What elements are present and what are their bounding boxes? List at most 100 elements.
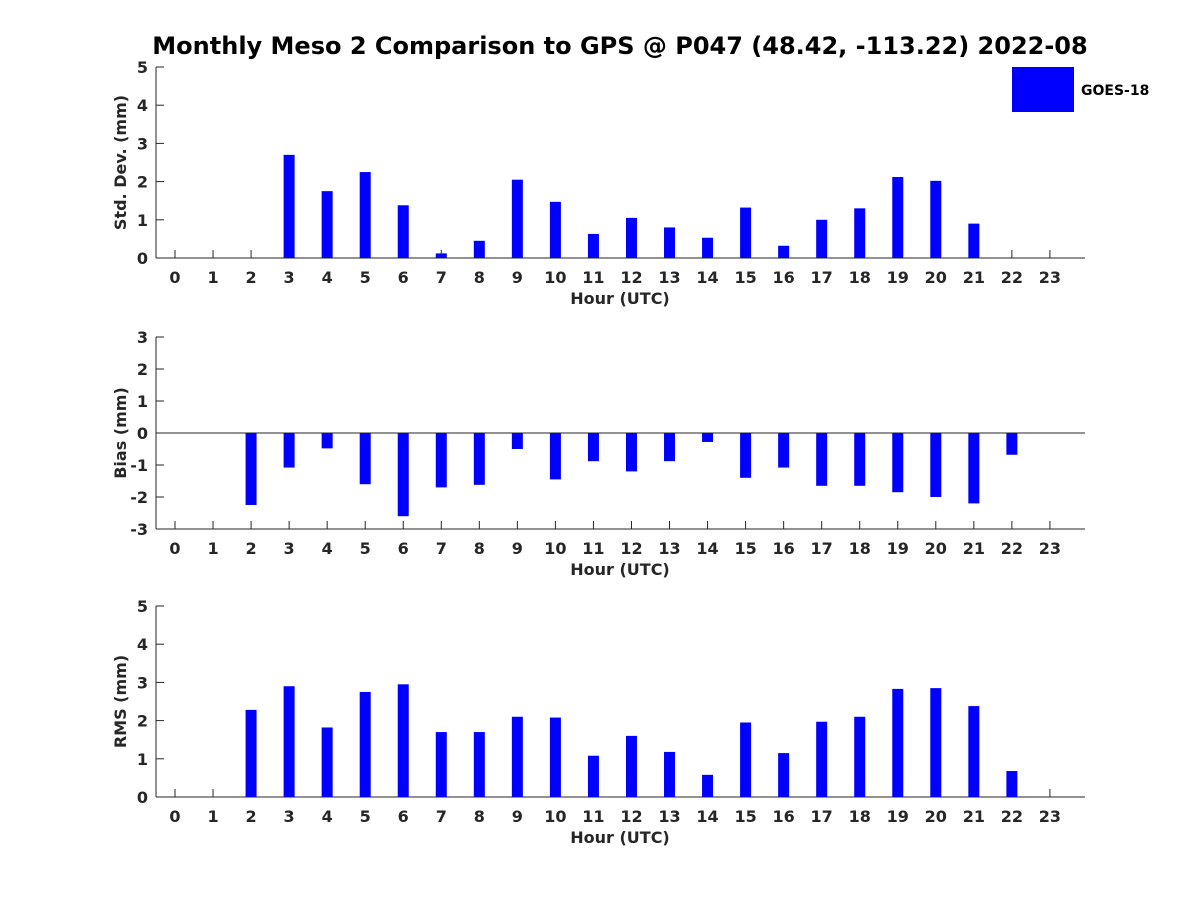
x-tick-label: 15: [734, 539, 756, 558]
bar-hour-3: [283, 154, 295, 258]
bar-hour-8: [473, 732, 485, 797]
x-tick-label: 23: [1039, 268, 1061, 287]
y-axis-label: Std. Dev. (mm): [111, 95, 130, 230]
bar-hour-14: [702, 237, 714, 258]
x-tick-label: 19: [887, 807, 909, 826]
bar-hour-17: [816, 721, 828, 797]
x-tick-label: 17: [811, 268, 833, 287]
bar-hour-10: [549, 433, 561, 480]
bar-hour-12: [625, 735, 637, 797]
x-tick-label: 0: [169, 539, 180, 558]
bar-hour-15: [740, 722, 752, 797]
bar-hour-5: [359, 691, 371, 797]
x-tick-label: 7: [436, 268, 447, 287]
x-tick-label: 18: [849, 268, 871, 287]
bar-hour-3: [283, 433, 295, 468]
bar-hour-12: [625, 433, 637, 472]
bar-hour-22: [1006, 433, 1018, 455]
y-tick-label: 0: [137, 788, 148, 807]
bar-hour-12: [625, 217, 637, 258]
x-axis-label: Hour (UTC): [570, 289, 670, 308]
bar-hour-21: [968, 223, 980, 258]
bar-hour-15: [740, 207, 752, 258]
x-tick-label: 0: [169, 268, 180, 287]
legend: GOES-18: [1012, 67, 1149, 112]
x-tick-label: 18: [849, 807, 871, 826]
x-tick-label: 21: [963, 807, 985, 826]
bar-hour-16: [778, 245, 790, 258]
x-tick-label: 19: [887, 539, 909, 558]
bar-hour-8: [473, 433, 485, 485]
bar-hour-16: [778, 753, 790, 797]
y-tick-label: 3: [137, 328, 148, 347]
bar-hour-21: [968, 706, 980, 797]
bar-hour-4: [321, 191, 333, 258]
x-tick-label: 12: [620, 539, 642, 558]
bar-hour-13: [664, 227, 676, 258]
bar-hour-8: [473, 240, 485, 258]
x-tick-label: 13: [658, 268, 680, 287]
x-tick-label: 14: [696, 807, 718, 826]
y-tick-label: 5: [137, 597, 148, 616]
bar-hour-9: [511, 716, 523, 797]
x-tick-label: 3: [284, 539, 295, 558]
bar-hour-20: [930, 688, 942, 797]
x-tick-label: 22: [1001, 539, 1023, 558]
bar-hour-13: [664, 433, 676, 462]
x-tick-label: 20: [925, 539, 947, 558]
x-tick-label: 10: [544, 539, 566, 558]
x-tick-label: 16: [773, 268, 795, 287]
bar-hour-15: [740, 433, 752, 478]
bar-hour-4: [321, 727, 333, 797]
x-tick-label: 10: [544, 807, 566, 826]
x-tick-label: 4: [322, 807, 333, 826]
bar-hour-20: [930, 433, 942, 497]
y-tick-label: 1: [137, 392, 148, 411]
x-tick-label: 21: [963, 268, 985, 287]
bar-hour-5: [359, 172, 371, 258]
y-tick-label: 1: [137, 211, 148, 230]
x-tick-label: 7: [436, 539, 447, 558]
x-tick-label: 16: [773, 807, 795, 826]
x-tick-label: 4: [322, 268, 333, 287]
x-tick-label: 15: [734, 807, 756, 826]
bar-hour-17: [816, 433, 828, 486]
x-tick-label: 13: [658, 807, 680, 826]
x-tick-label: 5: [360, 539, 371, 558]
x-tick-label: 6: [398, 807, 409, 826]
x-tick-label: 23: [1039, 807, 1061, 826]
x-tick-label: 20: [925, 807, 947, 826]
y-tick-label: 0: [137, 249, 148, 268]
x-tick-label: 9: [512, 268, 523, 287]
x-tick-label: 3: [284, 268, 295, 287]
y-axis-label: Bias (mm): [111, 387, 130, 479]
y-tick-label: 1: [137, 750, 148, 769]
bar-hour-11: [587, 433, 599, 462]
bar-hour-11: [587, 755, 599, 797]
chart-title: Monthly Meso 2 Comparison to GPS @ P047 …: [152, 32, 1087, 60]
bar-hour-18: [854, 208, 866, 258]
x-tick-label: 2: [246, 268, 257, 287]
bar-hour-14: [702, 433, 714, 442]
bar-hour-6: [397, 205, 409, 258]
bar-hour-6: [397, 433, 409, 517]
bar-hour-17: [816, 219, 828, 258]
x-tick-label: 5: [360, 268, 371, 287]
x-tick-label: 8: [474, 268, 485, 287]
bar-hour-18: [854, 433, 866, 486]
bar-hour-5: [359, 433, 371, 485]
bar-hour-22: [1006, 771, 1018, 797]
y-tick-label: 4: [137, 96, 148, 115]
bar-hour-6: [397, 684, 409, 797]
y-tick-label: 3: [137, 134, 148, 153]
x-tick-label: 22: [1001, 268, 1023, 287]
y-tick-label: 4: [137, 635, 148, 654]
x-tick-label: 5: [360, 807, 371, 826]
x-tick-label: 8: [474, 807, 485, 826]
x-tick-label: 2: [246, 539, 257, 558]
x-tick-label: 9: [512, 539, 523, 558]
x-axis-label: Hour (UTC): [570, 560, 670, 579]
x-tick-label: 14: [696, 268, 718, 287]
